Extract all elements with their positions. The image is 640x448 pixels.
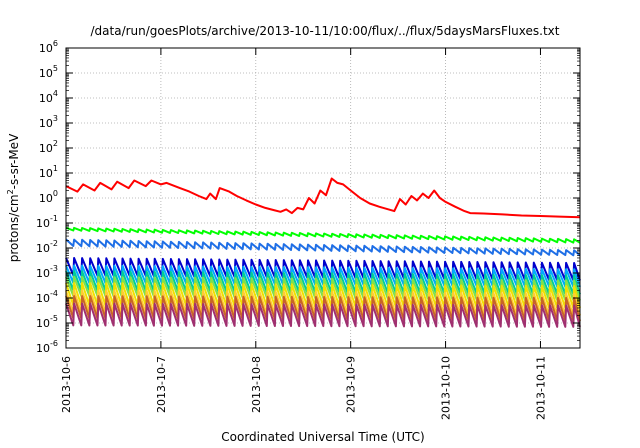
y-tick-label: 10-1 xyxy=(36,214,58,230)
series-line-1 xyxy=(65,177,581,219)
y-axis-label: protons/cm2-s-sr-MeV xyxy=(6,133,21,262)
y-axis-label-post: -s-sr-MeV xyxy=(7,133,21,189)
y-tick-label: 10-4 xyxy=(36,289,58,305)
series-line-11 xyxy=(65,302,581,328)
x-tick-label: 2013-10-9 xyxy=(345,356,358,413)
y-tick-label: 101 xyxy=(39,164,58,180)
series-line-2 xyxy=(65,226,581,244)
y-tick-label: 10-3 xyxy=(36,264,58,280)
x-tick-label: 2013-10-10 xyxy=(440,356,453,420)
y-axis: 10-6 10-5 10-4 10-3 10-2 10-1 100 101 102 103 104 1… xyxy=(36,39,580,355)
x-tick-label: 2013-10-8 xyxy=(250,356,263,413)
x-tick-label: 2013-10-7 xyxy=(155,356,168,413)
series-line-3 xyxy=(65,238,581,257)
x-axis: 2013-10-6 2013-10-7 2013-10-8 2013-10-9 2013… xyxy=(60,48,547,420)
series-layer xyxy=(65,177,581,328)
y-axis-label-pre: protons/cm xyxy=(7,194,21,262)
y-tick-label: 104 xyxy=(39,89,58,105)
y-tick-label: 100 xyxy=(39,189,58,205)
y-tick-label: 10-5 xyxy=(36,314,58,330)
y-tick-label: 106 xyxy=(39,39,58,55)
y-axis-label-sup: 2 xyxy=(6,189,15,194)
y-tick-label: 10-6 xyxy=(36,339,58,355)
x-tick-label: 2013-10-11 xyxy=(534,356,547,420)
x-tick-label: 2013-10-6 xyxy=(60,356,73,413)
y-tick-label: 10-2 xyxy=(36,239,58,255)
y-tick-label: 102 xyxy=(39,139,58,155)
y-tick-label: 105 xyxy=(39,64,58,80)
y-tick-label: 103 xyxy=(39,114,58,130)
chart-title: /data/run/goesPlots/archive/2013-10-11/1… xyxy=(91,24,560,38)
x-axis-label: Coordinated Universal Time (UTC) xyxy=(221,430,424,444)
